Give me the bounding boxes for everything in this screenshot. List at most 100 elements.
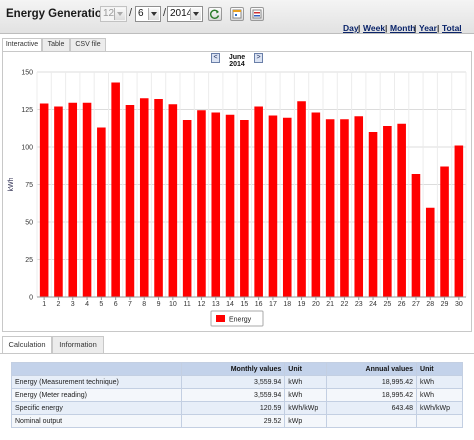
nav-separator: | <box>437 23 440 33</box>
nav-day[interactable]: Day <box>343 23 359 33</box>
table-cell: kWh/kWp <box>284 401 328 415</box>
bar <box>68 102 78 297</box>
bar <box>268 115 278 297</box>
export-icon[interactable] <box>250 7 264 21</box>
x-tick-label: 18 <box>283 301 291 308</box>
nav-separator: | <box>358 23 361 33</box>
bar <box>125 105 135 297</box>
table-cell: kWh <box>284 388 328 402</box>
table-cell: Nominal output <box>11 414 182 428</box>
tab-information[interactable]: Information <box>52 336 104 353</box>
date-separator: / <box>129 7 133 19</box>
bar <box>197 110 206 297</box>
next-month-button[interactable]: > <box>254 53 263 63</box>
calculation-table: Monthly values Unit Annual values Unit E… <box>11 362 463 428</box>
month-navigation: < June 2014 > <box>0 53 474 68</box>
tab-table[interactable]: Table <box>42 38 70 51</box>
bar <box>254 106 263 297</box>
bar <box>383 126 392 297</box>
x-tick-label: 7 <box>128 301 132 308</box>
bar <box>368 132 378 297</box>
table-cell: 120.59 <box>180 401 286 415</box>
day-select[interactable]: 12 <box>100 6 127 22</box>
bar <box>111 82 120 297</box>
nav-week[interactable]: Week <box>363 23 386 33</box>
tab-interactive[interactable]: Interactive <box>2 38 42 51</box>
date-separator: / <box>163 7 167 19</box>
bar <box>182 120 192 297</box>
x-tick-label: 23 <box>355 301 363 308</box>
chart-panel <box>2 51 472 332</box>
bar <box>282 117 292 297</box>
bottom-tabs: Calculation Information <box>0 336 474 353</box>
year-select[interactable]: 2014 <box>167 6 203 22</box>
nav-total[interactable]: Total <box>442 23 462 33</box>
legend-swatch <box>216 315 225 322</box>
month-select-value: 6 <box>138 8 144 19</box>
y-tick-label: 75 <box>25 182 33 189</box>
legend-label: Energy <box>229 317 252 324</box>
x-tick-label: 2 <box>56 301 60 308</box>
x-tick-label: 26 <box>398 301 406 308</box>
x-tick-label: 25 <box>383 301 391 308</box>
table-cell: Specific energy <box>11 401 182 415</box>
x-tick-label: 21 <box>326 301 334 308</box>
bar <box>154 99 163 297</box>
bar <box>225 114 235 297</box>
prev-month-button[interactable]: < <box>211 53 220 63</box>
table-cell: 3,559.94 <box>180 388 286 402</box>
nav-separator: | <box>414 23 417 33</box>
column-header: Annual values <box>326 362 418 376</box>
month-label: June 2014 <box>228 54 246 68</box>
tab-csv-file[interactable]: CSV file <box>70 38 106 51</box>
refresh-icon[interactable] <box>208 7 222 21</box>
y-tick-label: 25 <box>25 257 33 264</box>
chevron-down-icon <box>148 8 159 20</box>
x-tick-label: 13 <box>212 301 220 308</box>
bar <box>211 112 221 297</box>
x-tick-label: 20 <box>312 301 320 308</box>
table-cell <box>326 414 418 428</box>
table-cell: 18,995.42 <box>326 375 418 389</box>
bar <box>240 120 249 297</box>
x-tick-label: 12 <box>198 301 206 308</box>
x-tick-label: 17 <box>269 301 277 308</box>
x-tick-label: 19 <box>298 301 306 308</box>
nav-month[interactable]: Month <box>390 23 416 33</box>
bar <box>168 104 178 297</box>
x-tick-label: 1 <box>42 301 46 308</box>
table-cell: kWh <box>416 388 463 402</box>
bar <box>54 106 63 297</box>
y-tick-label: 100 <box>21 145 33 152</box>
y-tick-label: 150 <box>21 70 33 77</box>
calendar-icon[interactable] <box>230 7 244 21</box>
bar <box>411 174 421 297</box>
x-tick-label: 30 <box>455 301 463 308</box>
month-select[interactable]: 6 <box>135 6 161 22</box>
y-tick-label: 125 <box>21 107 33 114</box>
day-select-value: 12 <box>103 8 115 19</box>
x-tick-label: 8 <box>142 301 146 308</box>
table-row: Energy (Measurement technique) 3,559.94 … <box>11 375 463 389</box>
x-tick-label: 15 <box>240 301 248 308</box>
year-select-value: 2014 <box>170 8 193 19</box>
table-cell: Energy (Meter reading) <box>11 388 182 402</box>
bar <box>440 166 449 297</box>
table-cell: 29.52 <box>180 414 286 428</box>
x-tick-label: 9 <box>157 301 161 308</box>
column-header: Unit <box>416 362 463 376</box>
bar <box>354 116 364 297</box>
bar <box>82 102 92 297</box>
column-header: Monthly values <box>180 362 286 376</box>
x-tick-label: 28 <box>426 301 434 308</box>
x-tick-label: 29 <box>441 301 449 308</box>
calculation-panel <box>0 353 474 440</box>
bar <box>325 119 335 297</box>
bar <box>297 101 306 297</box>
nav-year[interactable]: Year <box>419 23 437 33</box>
table-row: Energy (Meter reading) 3,559.94 kWh 18,9… <box>11 388 463 402</box>
tab-calculation[interactable]: Calculation <box>2 336 52 353</box>
table-cell: kWh/kWp <box>416 401 463 415</box>
x-tick-label: 4 <box>85 301 89 308</box>
